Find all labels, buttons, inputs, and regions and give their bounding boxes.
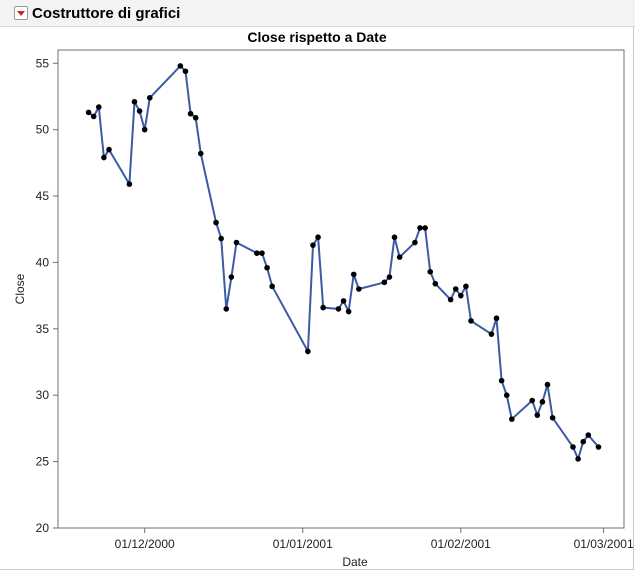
data-point xyxy=(141,126,148,133)
graph-frame xyxy=(0,26,634,570)
data-point xyxy=(356,286,362,292)
data-point xyxy=(417,225,423,231)
data-point xyxy=(539,399,546,405)
data-point xyxy=(509,416,515,422)
data-point xyxy=(432,280,439,287)
data-point xyxy=(386,274,393,280)
data-point xyxy=(595,444,602,450)
data-point xyxy=(106,146,112,153)
y-tick-label: 35 xyxy=(36,322,50,336)
data-point xyxy=(233,239,240,246)
data-point xyxy=(315,234,321,241)
data-point xyxy=(580,438,587,445)
data-point xyxy=(177,63,184,69)
data-point xyxy=(126,181,133,187)
data-point xyxy=(452,286,459,292)
data-point xyxy=(223,306,230,312)
y-tick-label: 25 xyxy=(36,455,50,469)
data-point xyxy=(427,268,434,275)
data-point xyxy=(187,110,194,117)
y-tick-label: 55 xyxy=(36,56,50,70)
data-point xyxy=(197,150,204,157)
y-axis: 20 25 30 35 40 45 50 55 xyxy=(36,56,58,535)
data-point xyxy=(310,242,316,248)
data-point xyxy=(136,108,143,114)
data-point xyxy=(95,104,102,110)
data-point xyxy=(259,250,265,256)
data-point xyxy=(320,304,326,311)
data-point xyxy=(228,274,235,280)
x-axis: 01/12/2000 01/01/2001 01/02/2001 01/03/2001 xyxy=(115,528,634,551)
data-point xyxy=(468,318,474,324)
data-point xyxy=(90,113,97,120)
data-point xyxy=(345,308,352,315)
data-point xyxy=(192,114,199,121)
red-triangle-menu-button[interactable] xyxy=(14,6,28,20)
data-point xyxy=(146,95,153,101)
data-point xyxy=(463,283,469,290)
data-point xyxy=(182,68,189,75)
y-tick-label: 45 xyxy=(36,189,50,203)
x-tick-label: 01/02/2001 xyxy=(431,537,491,551)
data-point xyxy=(447,296,454,303)
data-point xyxy=(488,331,495,337)
data-point xyxy=(254,250,260,256)
data-point xyxy=(549,414,556,421)
data-point xyxy=(350,271,357,278)
data-point xyxy=(391,234,398,241)
data-point xyxy=(493,315,500,322)
chart-title: Close rispetto a Date xyxy=(247,29,386,45)
graph-builder-title: Costruttore di grafici xyxy=(32,4,181,22)
x-tick-label: 01/12/2000 xyxy=(115,537,175,551)
series-group xyxy=(85,63,602,462)
y-tick-label: 20 xyxy=(36,521,50,535)
data-point xyxy=(585,432,592,438)
data-point xyxy=(101,154,107,161)
data-point xyxy=(396,254,403,260)
data-point xyxy=(575,456,581,462)
data-point xyxy=(85,109,92,116)
y-tick-label: 50 xyxy=(36,123,50,137)
data-point xyxy=(458,292,464,299)
data-point xyxy=(544,381,551,388)
y-axis-label: Close xyxy=(13,273,27,304)
x-tick-label: 01/01/2001 xyxy=(273,537,333,551)
x-tick-label: 01/03/2001 xyxy=(574,537,634,551)
data-point xyxy=(529,397,536,404)
data-point xyxy=(218,235,224,242)
data-point xyxy=(305,348,311,355)
red-triangle-down-icon xyxy=(17,11,25,16)
graph-builder-header: Costruttore di grafici xyxy=(0,0,635,27)
data-point xyxy=(381,279,388,286)
data-point xyxy=(412,239,418,246)
x-axis-label: Date xyxy=(342,555,368,569)
y-tick-label: 40 xyxy=(36,255,50,269)
data-point xyxy=(213,219,219,226)
data-point xyxy=(422,225,428,231)
data-point xyxy=(335,306,342,312)
data-point xyxy=(340,298,347,304)
data-point xyxy=(534,412,541,418)
data-point xyxy=(570,444,576,450)
data-point xyxy=(131,98,138,105)
y-tick-label: 30 xyxy=(36,388,50,402)
data-point xyxy=(503,392,510,399)
data-point xyxy=(498,377,505,384)
data-point xyxy=(264,264,270,271)
data-point xyxy=(269,283,275,290)
plot-area xyxy=(57,49,625,529)
